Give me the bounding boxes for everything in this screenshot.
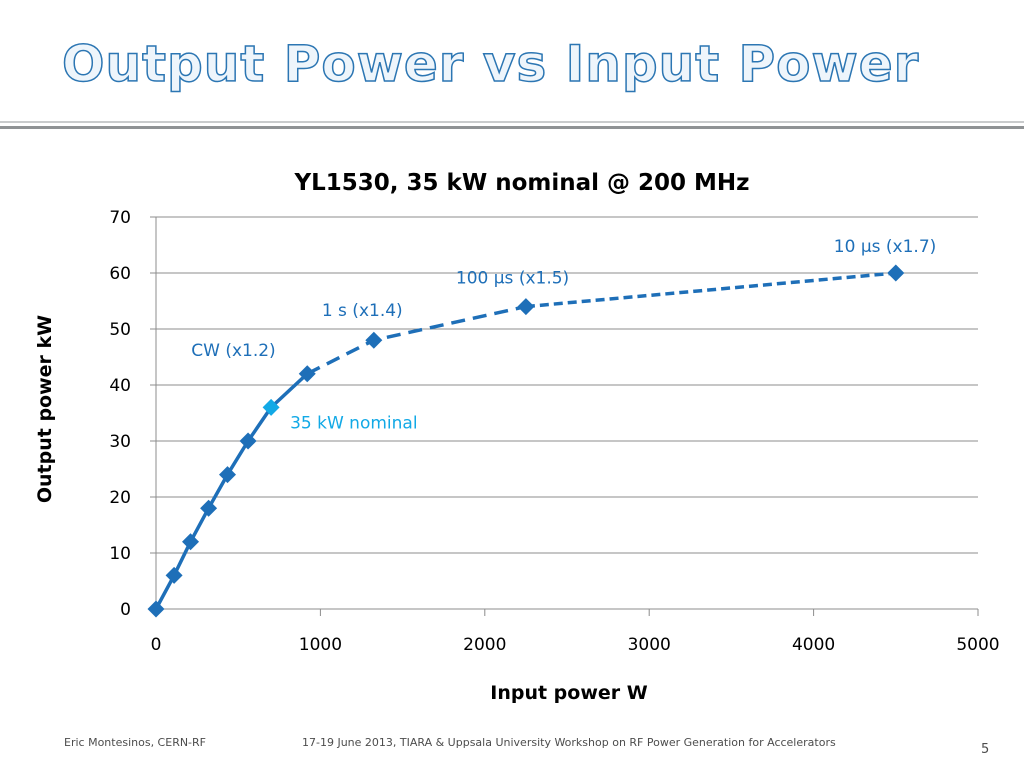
data-point-marker xyxy=(239,432,257,450)
y-tick-label: 10 xyxy=(109,544,131,564)
x-tick-label: 2000 xyxy=(463,635,506,655)
y-tick-label: 30 xyxy=(109,432,131,452)
chart-markers xyxy=(147,264,905,618)
y-tick-label: 50 xyxy=(109,320,131,340)
data-point-marker xyxy=(165,566,183,584)
chart-annotations: CW (x1.2) 35 kW nominal 1 s (x1.4) 100 µs (… xyxy=(191,237,936,433)
data-point-marker xyxy=(147,600,165,618)
y-tick-label: 60 xyxy=(109,264,131,284)
footer-author: Eric Montesinos, CERN-RF xyxy=(64,736,207,749)
data-point-marker xyxy=(365,331,383,349)
annotation-nominal: 35 kW nominal xyxy=(290,413,417,433)
chart-gridlines xyxy=(156,216,978,554)
y-axis-title: Output power kW xyxy=(34,315,56,503)
y-tick-label: 20 xyxy=(109,488,131,508)
x-tick-label: 0 xyxy=(151,635,162,655)
data-point-marker xyxy=(298,365,316,383)
y-tick-label: 0 xyxy=(120,600,131,620)
y-tick-label: 40 xyxy=(109,376,131,396)
data-point-marker xyxy=(887,264,905,282)
data-point-marker xyxy=(182,533,200,551)
annotation-100us: 100 µs (x1.5) xyxy=(456,269,569,289)
title-divider-light xyxy=(0,121,1024,123)
series-line-short-dash xyxy=(525,271,896,309)
x-tick-label: 4000 xyxy=(792,635,835,655)
chart-tick-labels: 0 10 20 30 40 50 60 70 0 1000 2000 3000 4000 5000 xyxy=(109,208,999,655)
annotation-10us: 10 µs (x1.7) xyxy=(834,237,936,257)
annotation-cw: CW (x1.2) xyxy=(191,341,275,361)
footer-event: 17-19 June 2013, TIARA & Uppsala Univers… xyxy=(302,736,836,749)
x-tick-label: 3000 xyxy=(628,635,671,655)
x-tick-label: 5000 xyxy=(956,635,999,655)
nominal-point-marker xyxy=(262,398,280,416)
data-point-marker xyxy=(219,466,237,484)
data-point-marker xyxy=(517,298,535,316)
chart-title: YL1530, 35 kW nominal @ 200 MHz xyxy=(293,170,749,196)
page-number: 5 xyxy=(981,742,990,757)
x-tick-label: 1000 xyxy=(299,635,342,655)
annotation-1s: 1 s (x1.4) xyxy=(322,301,403,321)
x-axis-title: Input power W xyxy=(490,682,647,704)
data-point-marker xyxy=(200,499,218,517)
slide-title: Output Power vs Input Power xyxy=(61,34,920,94)
title-divider-dark xyxy=(0,126,1024,129)
y-tick-label: 70 xyxy=(109,208,131,228)
